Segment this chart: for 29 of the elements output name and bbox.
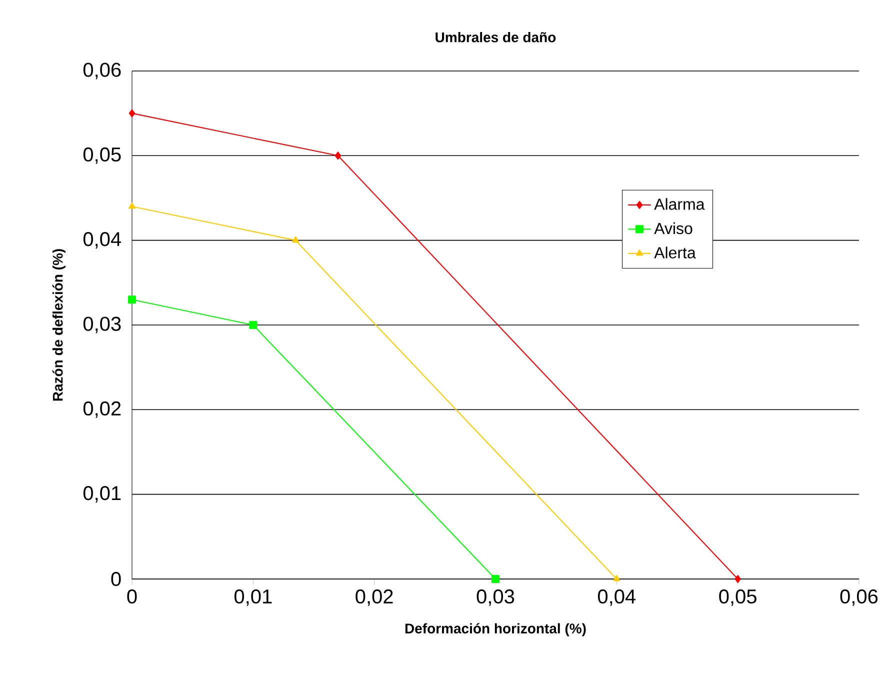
x-tick-label: 0,04	[598, 589, 636, 606]
point	[292, 236, 300, 243]
x-tick-label: 0,05	[719, 589, 756, 606]
x-tick-label: 0,01	[234, 589, 272, 606]
y-tick-label: 0,02	[83, 401, 121, 418]
point	[128, 109, 136, 118]
x-tick-label: 0,03	[476, 589, 514, 606]
legend-label: Alarma	[654, 198, 705, 210]
legend-label: Alerta	[654, 246, 696, 258]
y-axis-title: Razón de deflexión (%)	[52, 249, 66, 401]
chart-title: Umbrales de daño	[436, 32, 556, 42]
point	[734, 574, 741, 583]
point	[613, 574, 620, 582]
x-tick-label: 0	[127, 589, 137, 604]
legend-label: Aviso	[654, 222, 692, 234]
y-tick-label: 0	[111, 572, 121, 586]
point	[128, 202, 136, 209]
point	[491, 574, 500, 583]
y-tick-label: 0,06	[83, 62, 121, 80]
y-tick-label: 0,04	[83, 232, 122, 249]
x-axis-title: Deformación horizontal (%)	[405, 623, 586, 636]
point	[128, 296, 136, 304]
y-tick-label: 0,03	[83, 316, 121, 334]
x-tick-label: 0,02	[356, 589, 393, 606]
y-tick-label: 0,05	[83, 147, 121, 164]
x-tick-label: 0,06	[840, 589, 878, 606]
y-tick-label: 0,01	[83, 486, 121, 503]
point	[334, 152, 342, 160]
point	[249, 320, 258, 329]
